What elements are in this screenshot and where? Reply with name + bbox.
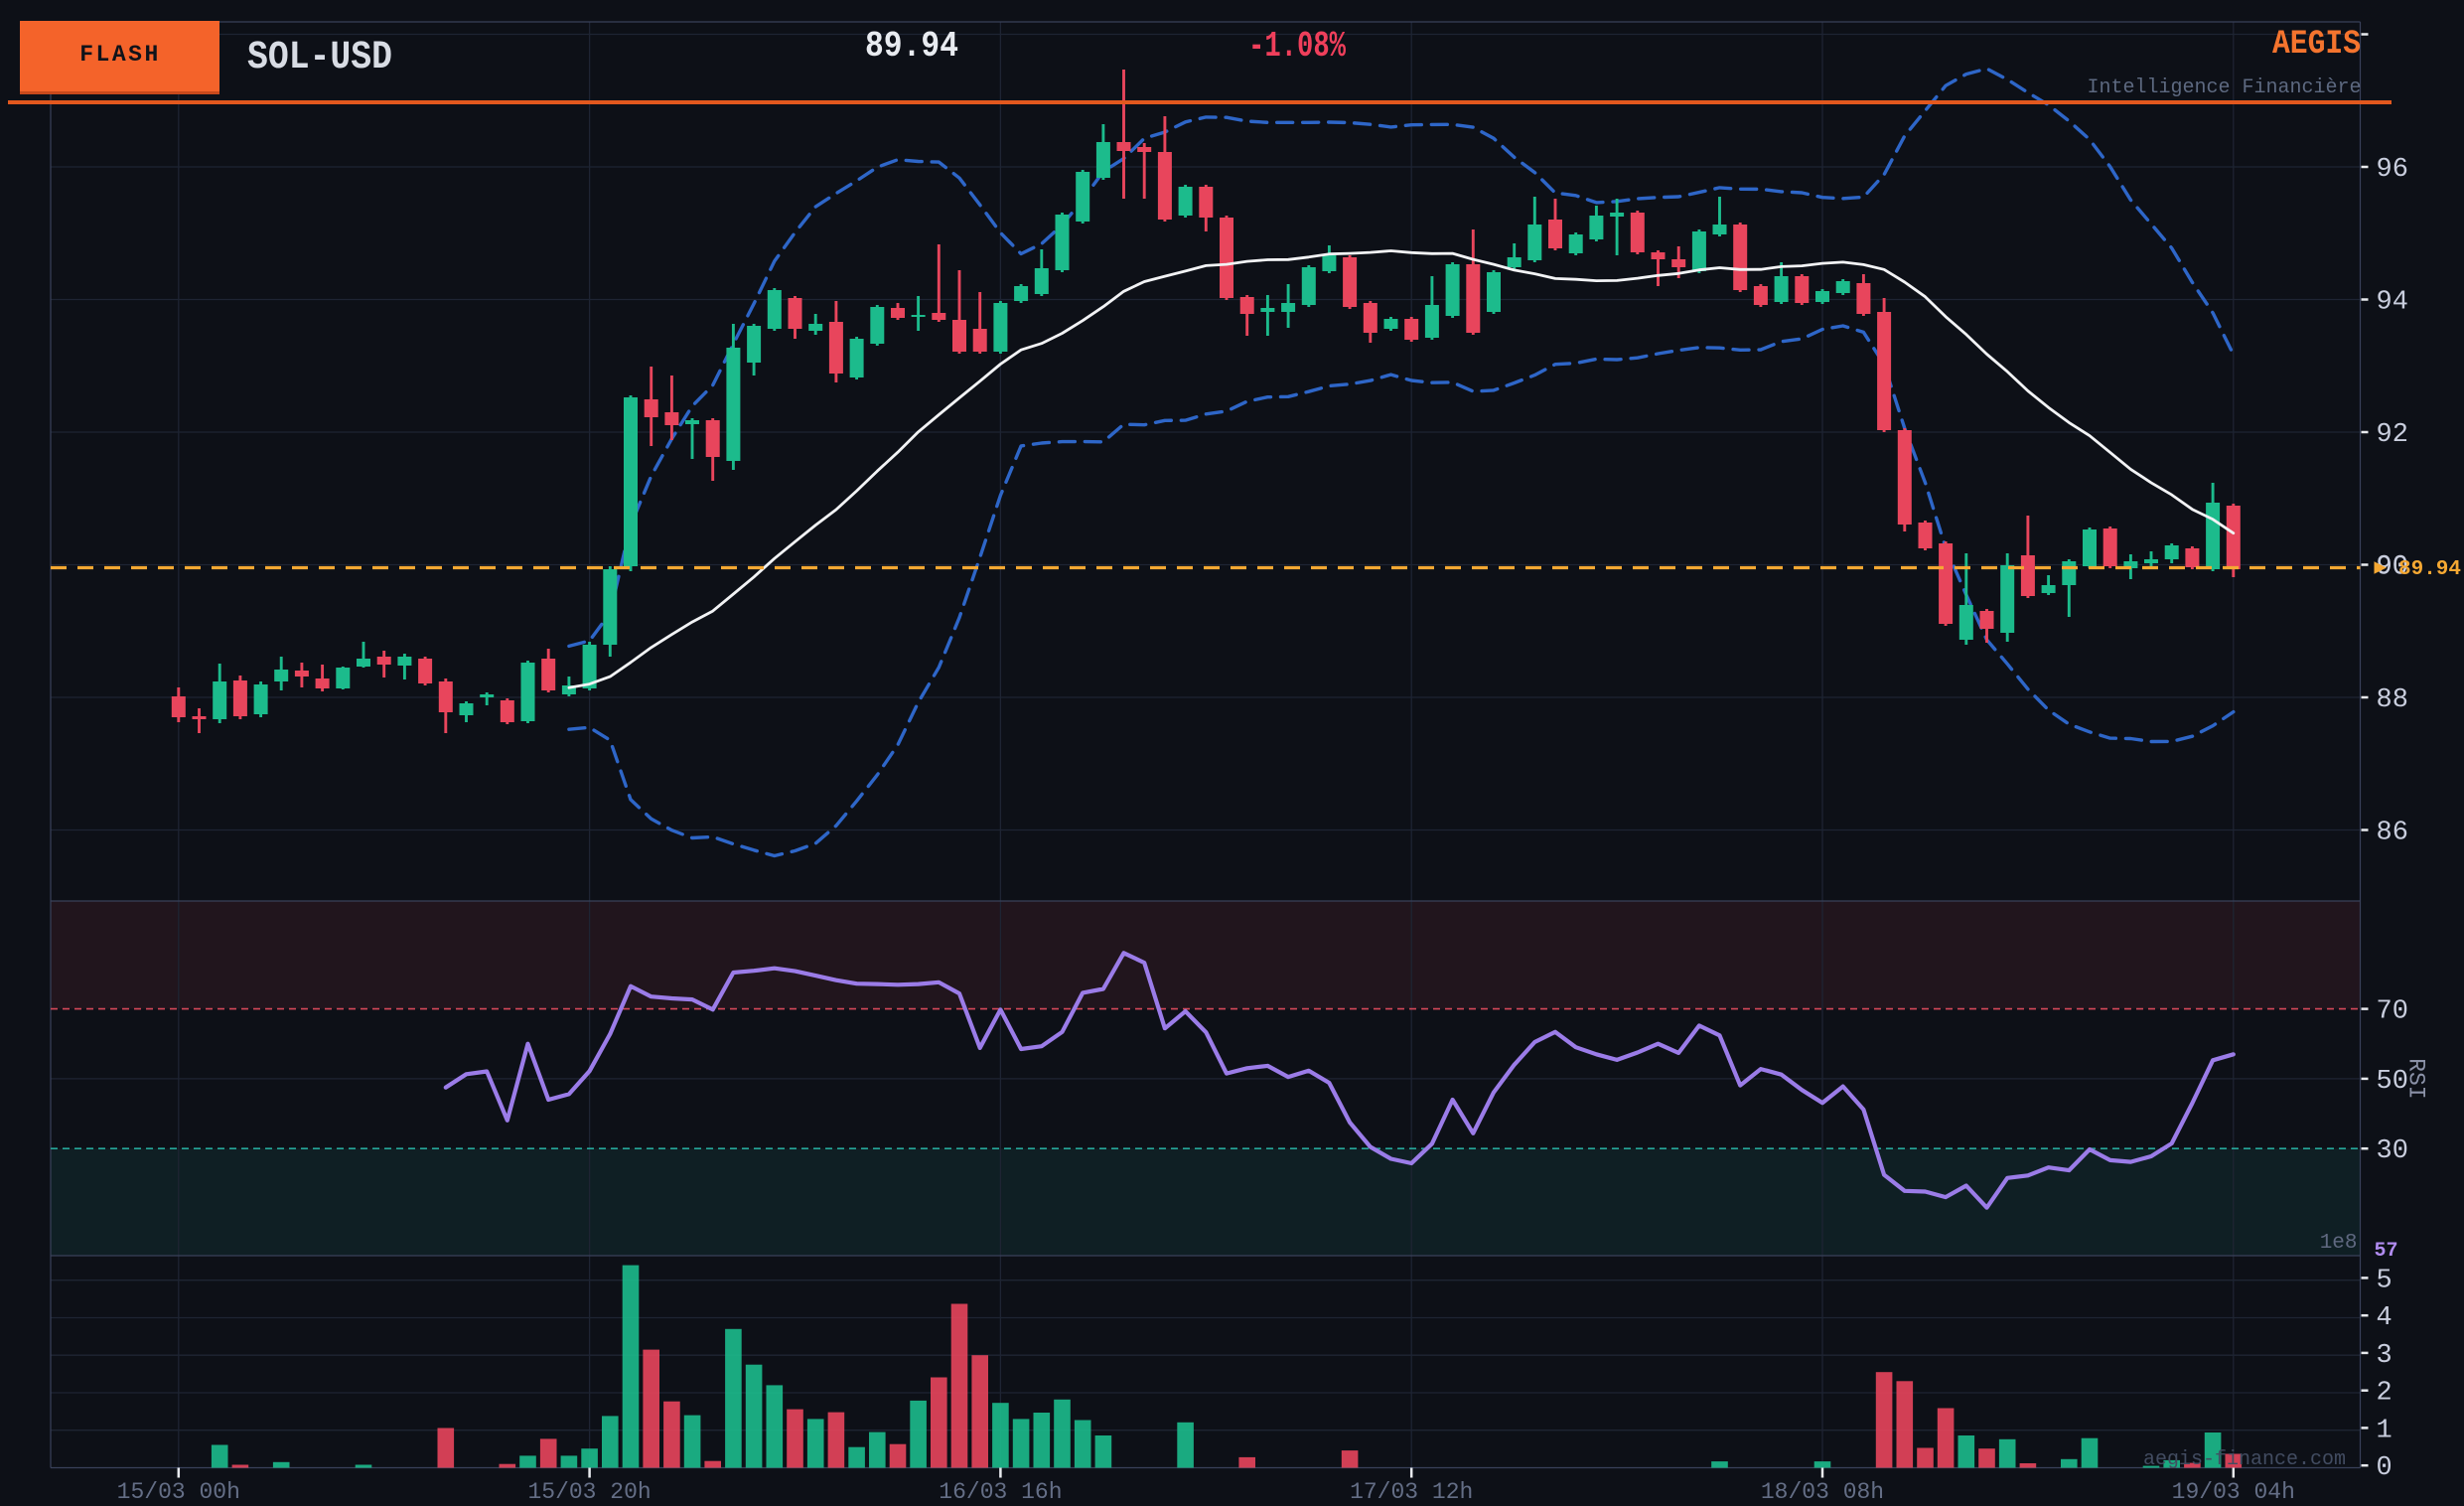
svg-text:2: 2 bbox=[2377, 1379, 2392, 1409]
svg-text:30: 30 bbox=[2377, 1136, 2408, 1166]
svg-text:0: 0 bbox=[2377, 1453, 2392, 1483]
svg-text:18/03 08h: 18/03 08h bbox=[1761, 1479, 1884, 1505]
svg-text:88: 88 bbox=[2377, 685, 2408, 715]
svg-text:89.94: 89.94 bbox=[865, 26, 958, 67]
svg-text:94: 94 bbox=[2377, 288, 2408, 318]
svg-text:1: 1 bbox=[2377, 1416, 2392, 1445]
svg-text:4: 4 bbox=[2377, 1303, 2392, 1333]
svg-text:FLASH: FLASH bbox=[79, 42, 161, 68]
svg-text:5: 5 bbox=[2377, 1266, 2392, 1295]
svg-text:16/03 16h: 16/03 16h bbox=[939, 1479, 1062, 1505]
svg-text:RSI: RSI bbox=[2403, 1058, 2429, 1099]
svg-text:70: 70 bbox=[2377, 997, 2408, 1027]
svg-text:96: 96 bbox=[2377, 155, 2408, 185]
svg-text:86: 86 bbox=[2377, 819, 2408, 848]
svg-text:19/03 04h: 19/03 04h bbox=[2172, 1479, 2295, 1505]
svg-text:aegis-finance.com: aegis-finance.com bbox=[2143, 1448, 2346, 1471]
svg-text:57: 57 bbox=[2375, 1240, 2398, 1263]
svg-text:50: 50 bbox=[2377, 1067, 2408, 1097]
svg-text:Intelligence Financière: Intelligence Financière bbox=[2087, 76, 2361, 99]
svg-text:SOL-USD: SOL-USD bbox=[247, 36, 392, 80]
svg-text:3: 3 bbox=[2377, 1341, 2392, 1371]
svg-text:15/03 20h: 15/03 20h bbox=[527, 1479, 651, 1505]
svg-text:AEGIS: AEGIS bbox=[2272, 26, 2361, 64]
svg-text:15/03 00h: 15/03 00h bbox=[117, 1479, 240, 1505]
svg-text:-1.08%: -1.08% bbox=[1248, 26, 1346, 67]
svg-text:1e8: 1e8 bbox=[2320, 1232, 2358, 1255]
svg-text:89.94: 89.94 bbox=[2398, 558, 2461, 581]
svg-text:17/03 12h: 17/03 12h bbox=[1350, 1479, 1473, 1505]
svg-text:92: 92 bbox=[2377, 420, 2408, 450]
